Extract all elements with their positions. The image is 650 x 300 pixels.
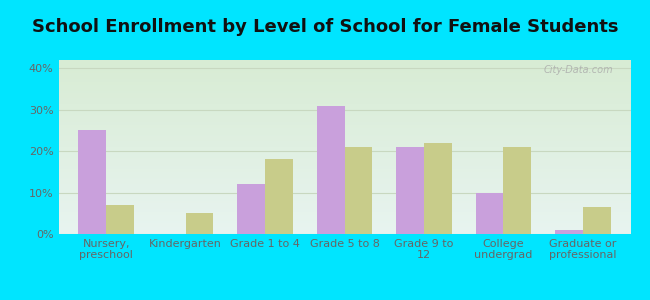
Bar xyxy=(396,147,424,234)
Bar xyxy=(424,143,452,234)
Bar xyxy=(186,213,213,234)
Bar xyxy=(344,147,372,234)
Bar xyxy=(237,184,265,234)
Bar xyxy=(79,130,106,234)
Bar xyxy=(555,230,583,234)
Bar xyxy=(583,207,610,234)
Text: City-Data.com: City-Data.com xyxy=(543,65,614,75)
Bar xyxy=(265,159,293,234)
Bar xyxy=(317,106,345,234)
Text: School Enrollment by Level of School for Female Students: School Enrollment by Level of School for… xyxy=(32,18,618,36)
Bar xyxy=(106,205,134,234)
Bar xyxy=(476,193,503,234)
Bar xyxy=(503,147,531,234)
